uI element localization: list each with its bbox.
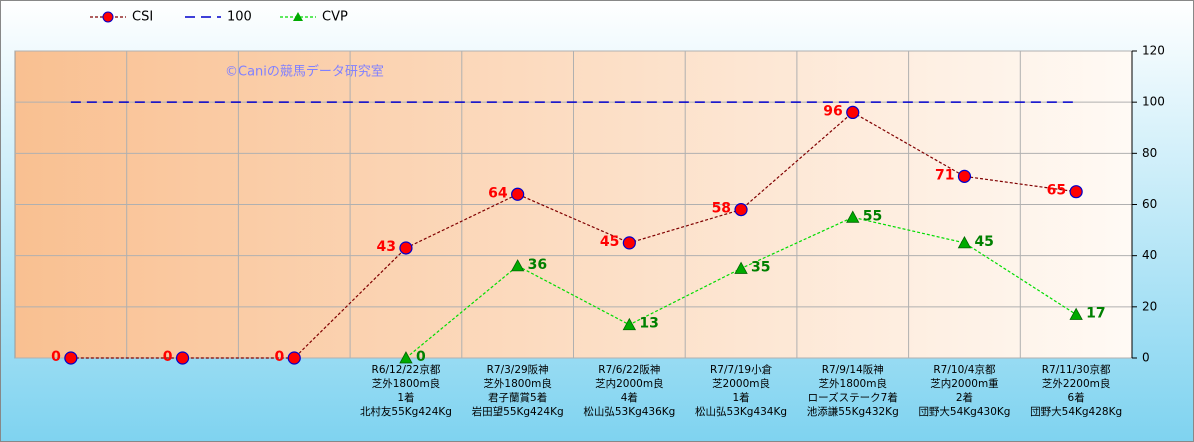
- data-label: 36: [528, 257, 547, 273]
- x-tick-label: 北村友55Kg424Kg: [360, 405, 452, 418]
- data-label: 58: [712, 201, 731, 217]
- x-tick-label: R7/11/30京都: [1042, 363, 1111, 376]
- x-tick-label: 芝外1800m良: [819, 377, 887, 390]
- x-tick-label: 岩田望55Kg424Kg: [472, 405, 564, 418]
- marker: [1069, 185, 1083, 199]
- y-tick-label: 100: [1142, 95, 1165, 109]
- x-tick-label: R7/3/29阪神: [487, 363, 549, 376]
- x-tick-label: 芝2000m良: [712, 377, 770, 390]
- x-tick-label: 君子蘭賞5着: [488, 391, 547, 404]
- marker: [734, 261, 748, 274]
- series-line: [70, 111, 1077, 359]
- x-tick-label: 芝内2000m重: [930, 377, 998, 390]
- x-tick-label: R7/10/4京都: [933, 363, 996, 376]
- marker: [957, 236, 972, 249]
- x-tick-label: 芝外1800m良: [372, 377, 440, 390]
- x-tick-label: 4着: [621, 391, 638, 404]
- x-tick-label: 芝内2000m良: [595, 377, 663, 390]
- marker: [622, 317, 637, 331]
- x-tick-label: 団野大54Kg430Kg: [918, 405, 1010, 418]
- x-tick-label: 松山弘53Kg436Kg: [583, 405, 675, 418]
- x-tick-label: 1着: [732, 391, 749, 404]
- marker: [957, 169, 972, 183]
- marker: [399, 241, 413, 255]
- marker: [734, 203, 748, 217]
- x-tick-label: 松山弘53Kg434Kg: [695, 405, 787, 418]
- y-tick-label: 80: [1142, 146, 1157, 160]
- marker: [511, 187, 525, 201]
- x-tick-label: 団野大54Kg428Kg: [1030, 405, 1122, 418]
- watermark: ©Caniの競馬データ研究室: [225, 64, 384, 80]
- marker: [175, 351, 190, 365]
- x-tick-label: 池添謙55Kg432Kg: [807, 405, 899, 418]
- legend-marker: [102, 11, 114, 23]
- data-label: 64: [488, 185, 508, 201]
- marker: [399, 351, 413, 364]
- data-label: 65: [1047, 183, 1066, 199]
- x-tick-label: 芝外2200m良: [1042, 377, 1110, 390]
- marker: [846, 105, 860, 120]
- data-label: 17: [1086, 306, 1105, 322]
- x-tick-label: R7/9/14阪神: [822, 363, 884, 376]
- legend-label: CSI: [132, 10, 153, 25]
- y-tick-label: 40: [1142, 248, 1157, 262]
- data-label: 0: [163, 349, 173, 365]
- legend-marker: [293, 12, 303, 21]
- data-label: 0: [275, 349, 285, 365]
- x-tick-label: 2着: [956, 391, 973, 404]
- y-tick-label: 20: [1142, 299, 1157, 313]
- marker: [287, 351, 301, 365]
- legend-label: CVP: [322, 10, 348, 25]
- data-label: 55: [863, 208, 882, 224]
- y-tick-label: 0: [1142, 351, 1150, 365]
- legend-label: 100: [227, 10, 252, 25]
- data-label: 13: [639, 316, 658, 332]
- marker: [64, 351, 78, 365]
- x-tick-label: R7/7/19小倉: [710, 363, 773, 376]
- marker: [846, 210, 860, 223]
- data-label: 35: [751, 259, 770, 275]
- x-tick-label: ローズステーク7着: [808, 391, 898, 404]
- x-tick-label: 1着: [397, 391, 414, 404]
- marker: [622, 236, 636, 250]
- y-tick-label: 60: [1142, 197, 1157, 211]
- data-label: 45: [600, 234, 619, 250]
- data-label: 43: [376, 239, 395, 255]
- data-label: 45: [974, 234, 993, 250]
- data-label: 0: [416, 349, 426, 365]
- marker: [1069, 307, 1083, 320]
- y-tick-label: 120: [1142, 44, 1165, 58]
- marker: [510, 259, 525, 272]
- data-label: 71: [935, 167, 954, 183]
- x-tick-label: R6/12/22京都: [372, 363, 441, 376]
- data-label: 96: [823, 103, 842, 119]
- x-tick-label: 6着: [1068, 391, 1085, 404]
- data-label: 0: [51, 349, 61, 365]
- x-tick-label: R7/6/22阪神: [598, 363, 660, 376]
- x-tick-label: 芝外1800m良: [483, 377, 551, 390]
